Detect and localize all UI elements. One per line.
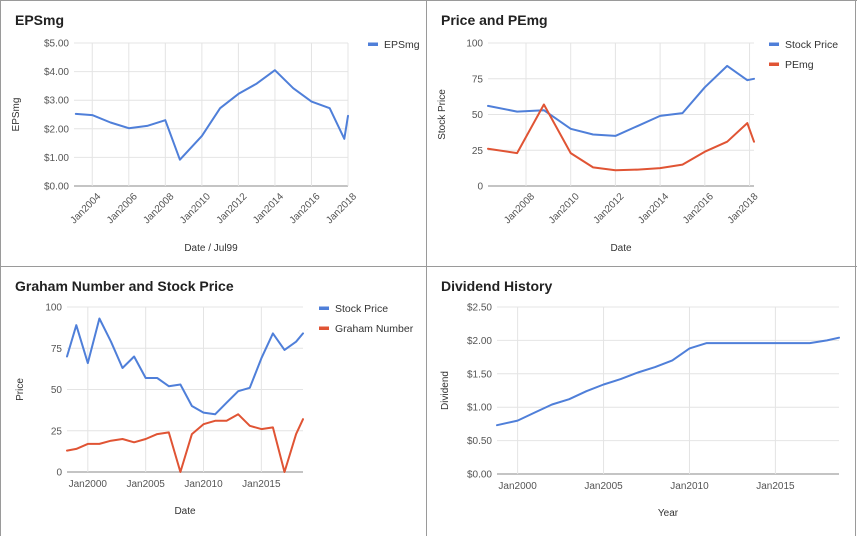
y-tick-label: 0 xyxy=(56,468,62,479)
x-tick-label: Jan2008 xyxy=(141,191,176,226)
y-tick-label: 75 xyxy=(51,344,63,355)
series-line xyxy=(66,317,304,416)
eps-chart: EPSmg $0.00 $1.00 $2.00 $3.00 $4.00 $5.00 Jan20… xyxy=(11,12,420,254)
y-tick-label: $4.00 xyxy=(44,67,69,78)
legend-swatch xyxy=(319,306,329,310)
legend-label: EPSmg xyxy=(384,39,420,51)
x-tick-label: Jan2012 xyxy=(592,191,627,226)
chart-title: Price and PEmg xyxy=(441,12,548,28)
series-line xyxy=(487,64,755,137)
legend-swatch xyxy=(319,326,329,330)
x-axis-title: Year xyxy=(658,508,679,519)
chart-title: Graham Number and Stock Price xyxy=(15,278,234,294)
x-tick-label: Jan2005 xyxy=(126,479,165,490)
y-tick-label: 100 xyxy=(45,303,62,314)
series-line xyxy=(74,69,349,161)
y-tick-label: $3.00 xyxy=(44,96,69,107)
price-pe-chart-panel: Price and PEmg 0 25 50 75 100 Jan2008 Jan2010 Ja… xyxy=(427,1,855,266)
graham-chart: Graham Number and Stock Price 0 25 50 75 100 J… xyxy=(15,278,414,517)
y-tick-label: 50 xyxy=(472,110,484,121)
chart-title: Dividend History xyxy=(441,278,552,294)
series-line xyxy=(487,103,755,172)
y-tick-label: $0.50 xyxy=(467,436,492,447)
y-tick-label: 25 xyxy=(51,426,63,437)
y-tick-label: 0 xyxy=(477,182,483,193)
legend-swatch xyxy=(769,62,779,66)
x-tick-label: Jan2010 xyxy=(184,479,223,490)
y-axis-title: Dividend xyxy=(440,371,451,410)
legend-label: Stock Price xyxy=(335,303,388,315)
y-tick-label: 75 xyxy=(472,74,484,85)
y-tick-label: $2.50 xyxy=(467,303,492,314)
x-tick-label: Jan2016 xyxy=(288,191,323,226)
x-axis-title: Date xyxy=(174,506,196,517)
y-tick-label: $0.00 xyxy=(44,182,69,193)
x-axis-title: Date / Jul99 xyxy=(184,243,238,254)
legend-swatch xyxy=(368,42,378,46)
y-tick-label: $2.00 xyxy=(44,124,69,135)
x-axis-title: Date xyxy=(610,243,632,254)
y-tick-label: $0.00 xyxy=(467,470,492,481)
y-axis-title: Price xyxy=(15,378,26,401)
legend-label: PEmg xyxy=(785,59,814,71)
x-tick-label: Jan2008 xyxy=(502,191,537,226)
y-tick-label: 25 xyxy=(472,146,484,157)
y-tick-label: $2.00 xyxy=(467,336,492,347)
legend-label: Stock Price xyxy=(785,39,838,51)
graham-chart-panel: Graham Number and Stock Price 0 25 50 75 100 J… xyxy=(1,267,426,535)
chart-title: EPSmg xyxy=(15,12,64,28)
x-tick-label: Jan2015 xyxy=(756,481,795,492)
x-tick-label: Jan2010 xyxy=(547,191,582,226)
y-tick-label: $5.00 xyxy=(44,39,69,50)
x-tick-label: Jan2018 xyxy=(726,191,761,226)
x-tick-label: Jan2014 xyxy=(636,191,671,226)
legend-label: Graham Number xyxy=(335,323,414,335)
x-tick-label: Jan2000 xyxy=(69,479,108,490)
y-tick-label: $1.00 xyxy=(44,153,69,164)
x-tick-label: Jan2010 xyxy=(178,191,213,226)
x-tick-label: Jan2012 xyxy=(215,191,250,226)
y-axis-title: Stock Price xyxy=(437,89,448,140)
x-tick-label: Jan2018 xyxy=(324,191,359,226)
legend-swatch xyxy=(769,42,779,46)
y-axis-title: EPSmg xyxy=(11,98,22,132)
eps-chart-panel: EPSmg $0.00 $1.00 $2.00 $3.00 $4.00 $5.00 Jan20… xyxy=(1,1,426,266)
price-pe-chart: Price and PEmg 0 25 50 75 100 Jan2008 Jan2010 Ja… xyxy=(437,12,838,254)
x-tick-label: Jan2005 xyxy=(584,481,623,492)
x-tick-label: Jan2004 xyxy=(68,191,103,226)
y-tick-label: $1.50 xyxy=(467,369,492,380)
x-tick-label: Jan2016 xyxy=(681,191,716,226)
y-tick-label: 100 xyxy=(466,39,483,50)
series-line xyxy=(66,413,304,473)
dividend-chart-panel: Dividend History $0.00 $0.50 $1.00 $1.50 $2.0… xyxy=(427,267,855,535)
y-tick-label: $1.00 xyxy=(467,403,492,414)
y-tick-label: 50 xyxy=(51,385,63,396)
x-tick-label: Jan2000 xyxy=(498,481,537,492)
dividend-chart: Dividend History $0.00 $0.50 $1.00 $1.50 $2.0… xyxy=(440,278,840,519)
x-tick-label: Jan2014 xyxy=(251,191,286,226)
x-tick-label: Jan2006 xyxy=(105,191,140,226)
x-tick-label: Jan2010 xyxy=(670,481,709,492)
x-tick-label: Jan2015 xyxy=(242,479,281,490)
series-line xyxy=(496,336,840,427)
